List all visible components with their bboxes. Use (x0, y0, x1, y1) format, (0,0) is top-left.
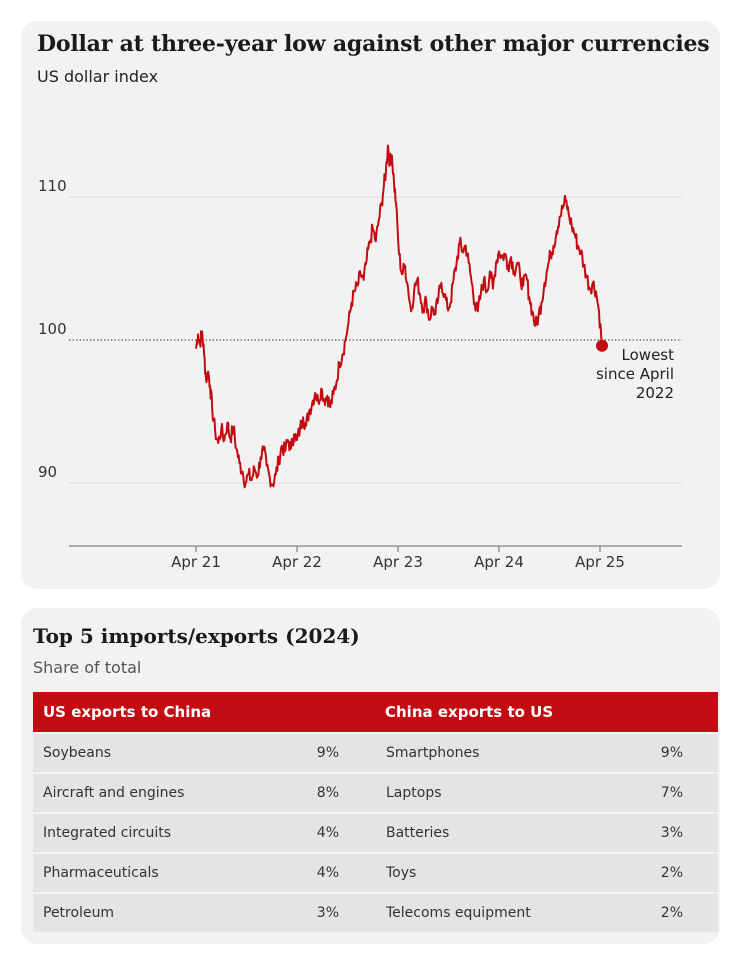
x-tick-label: Apr 24 (474, 553, 524, 571)
table-row: Soybeans 9% Smartphones 9% (33, 734, 718, 772)
x-tick-label: Apr 21 (171, 553, 221, 571)
china-export-share: 2% (660, 865, 683, 881)
table-row: Pharmaceuticals 4% Toys 2% (33, 854, 718, 892)
table-row: Aircraft and engines 8% Laptops 7% (33, 774, 718, 812)
y-tick-label: 100 (38, 320, 67, 338)
us-export-item: Soybeans (43, 745, 111, 761)
series-line-dollar-index (195, 144, 603, 489)
us-export-item: Petroleum (43, 905, 115, 921)
chart-card: Dollar at three-year low against other m… (21, 21, 720, 589)
china-export-item: Smartphones (386, 745, 480, 761)
header-us-exports: US exports to China (43, 703, 212, 721)
table-title: Top 5 imports/exports (2024) (33, 624, 360, 648)
series-end-point (596, 339, 609, 352)
us-export-share: 4% (316, 865, 339, 881)
chart-subtitle: US dollar index (37, 67, 159, 86)
us-export-item: Integrated circuits (43, 825, 172, 841)
table-subtitle: Share of total (33, 658, 142, 677)
us-export-share: 9% (316, 745, 339, 761)
us-export-item: Pharmaceuticals (43, 865, 159, 881)
annotation-line: 2022 (636, 384, 674, 402)
y-axis-tick-labels: 90 100 110 (38, 177, 67, 481)
china-export-share: 7% (660, 785, 683, 801)
annotation-line: since April (596, 365, 674, 383)
us-export-share: 3% (316, 905, 339, 921)
trade-table: US exports to China China exports to US … (33, 692, 718, 932)
grid-lines (69, 196, 682, 484)
us-export-share: 8% (316, 785, 339, 801)
y-tick-label: 110 (38, 177, 67, 195)
x-tick-label: Apr 22 (272, 553, 322, 571)
china-export-item: Laptops (386, 785, 442, 801)
x-tick-label: Apr 25 (575, 553, 625, 571)
x-tick-label: Apr 23 (373, 553, 423, 571)
x-axis-ticks: Apr 21 Apr 22 Apr 23 Apr 24 Apr 25 (171, 546, 625, 571)
table-card: Top 5 imports/exports (2024) Share of to… (21, 608, 720, 944)
header-china-exports: China exports to US (385, 703, 554, 721)
us-export-item: Aircraft and engines (43, 785, 185, 801)
china-export-share: 2% (660, 905, 683, 921)
table-row: Integrated circuits 4% Batteries 3% (33, 814, 718, 852)
china-export-share: 3% (660, 825, 683, 841)
china-export-item: Telecoms equipment (386, 905, 531, 921)
table-header-row: US exports to China China exports to US (33, 692, 718, 732)
us-export-share: 4% (316, 825, 339, 841)
table-row: Petroleum 3% Telecoms equipment 2% (33, 894, 718, 932)
chart-title: Dollar at three-year low against other m… (37, 31, 710, 57)
y-tick-label: 90 (38, 463, 57, 481)
annotation-line: Lowest (622, 346, 675, 364)
china-export-item: Batteries (386, 825, 450, 841)
china-export-share: 9% (660, 745, 683, 761)
china-export-item: Toys (386, 865, 417, 881)
